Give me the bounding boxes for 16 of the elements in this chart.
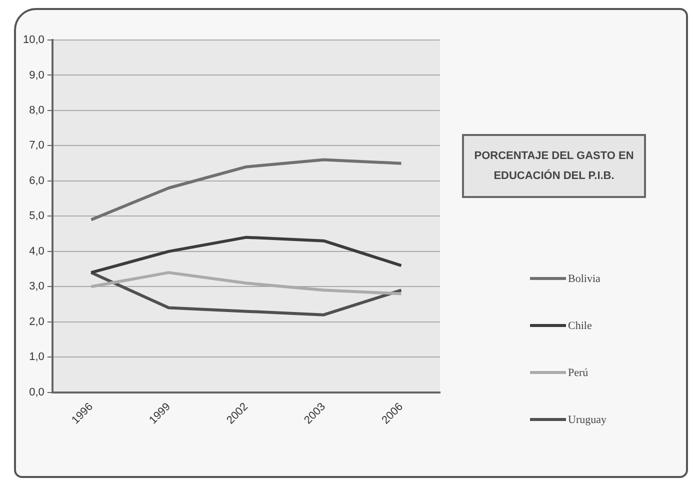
y-tick-label: 10,0 bbox=[22, 34, 44, 46]
y-tick-label: 7,0 bbox=[29, 140, 44, 152]
y-tick-label: 6,0 bbox=[29, 174, 44, 187]
legend-label: Bolivia bbox=[568, 272, 600, 284]
y-tick-label: 1,0 bbox=[29, 351, 44, 364]
y-tick-label: 9,0 bbox=[29, 69, 44, 82]
text: PORCENTAJE DEL GASTO EN EDUCACIÓN DEL P.I.B. bbox=[462, 134, 646, 198]
y-tick-label: 8,0 bbox=[29, 104, 44, 117]
y-tick-label: 5,0 bbox=[29, 210, 44, 222]
legend-label: Perú bbox=[568, 366, 588, 378]
y-tick-label: 4,0 bbox=[29, 245, 44, 258]
y-tick-label: 2,0 bbox=[29, 316, 44, 328]
legend-label: Uruguay bbox=[568, 414, 606, 426]
y-tick-label: 3,0 bbox=[29, 280, 44, 293]
legend-label: Chile bbox=[568, 320, 592, 332]
y-tick-label: 0,0 bbox=[29, 386, 44, 398]
